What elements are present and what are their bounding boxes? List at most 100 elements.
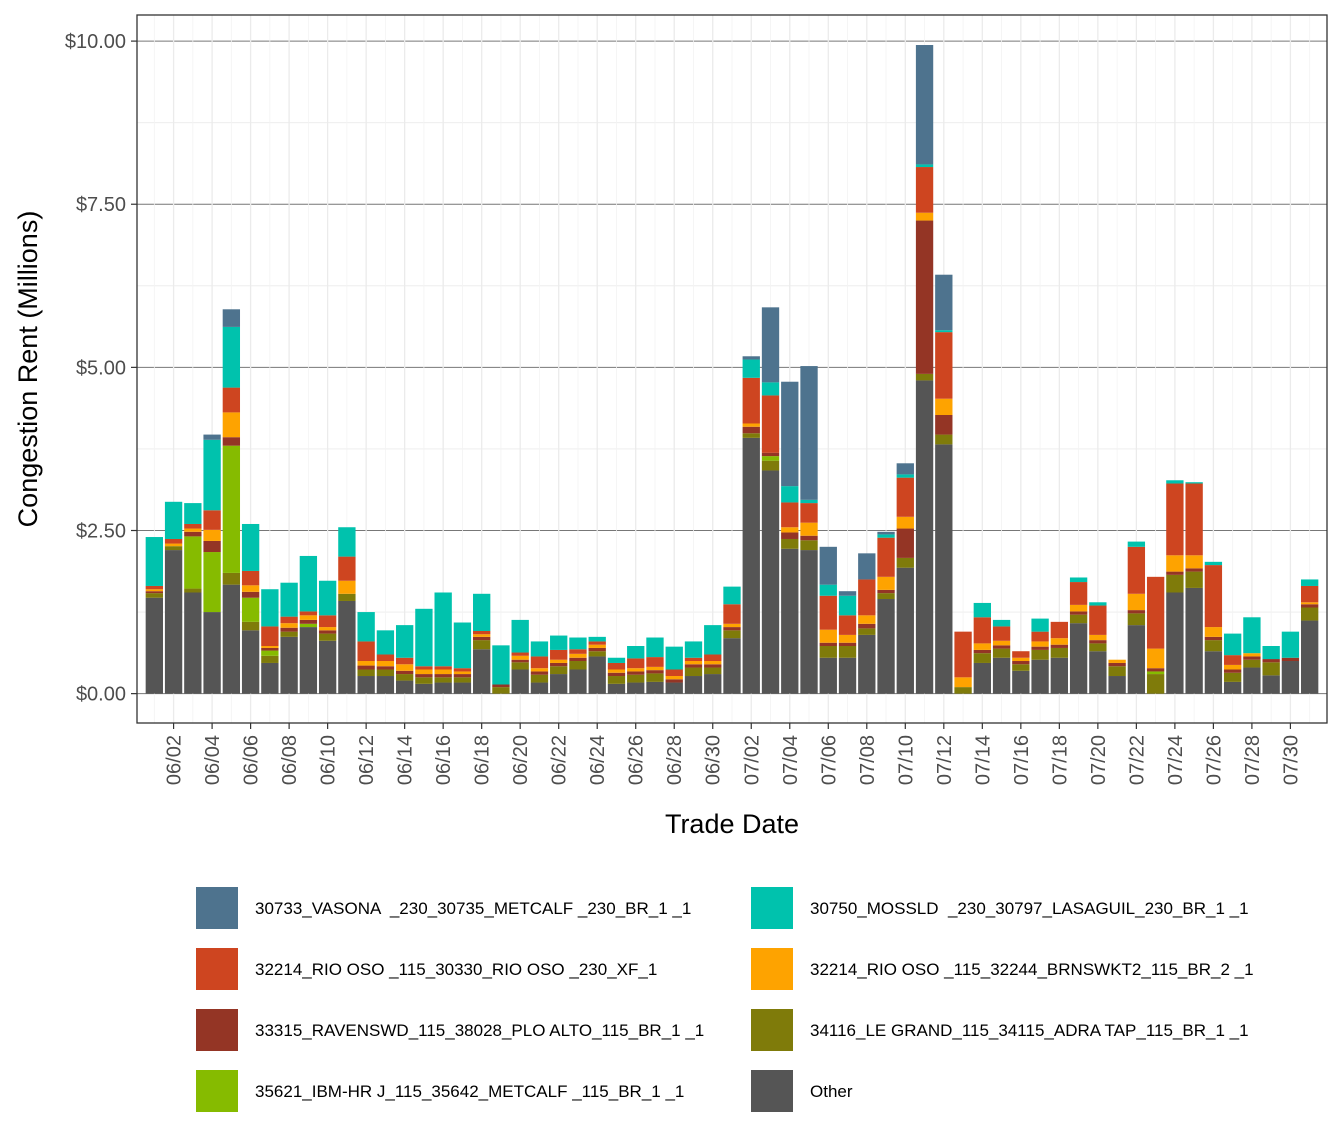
- bar-segment: 06/01 — 34116_LE GRAND_115_34115_ADRA TA…: [145, 593, 163, 598]
- bar-segment: 06/23 — Other: 0.37: [569, 669, 587, 694]
- bar-segment: 06/13 — 32214_RIO OSO _115_30330_RIO OSO…: [376, 654, 395, 662]
- bar-segment: 06/10 — 32214_RIO OSO _115_32244_BRNSWKT…: [318, 627, 337, 631]
- bar-segment: 07/25 — 30750_MOSSLD _230_30797_LASAGUIL…: [1185, 482, 1203, 484]
- legend-label: 34116_LE GRAND_115_34115_ADRA TAP_115_BR…: [810, 1021, 1249, 1040]
- bar-stack-06-03: 06/03 — Other: 1.5506/03 — 34116_LE GRAN…: [184, 503, 202, 694]
- bar-segment: 06/04 — 35621_IBM-HR J_115_35642_METCALF…: [203, 552, 221, 613]
- bar-segment: 06/26 — 34116_LE GRAND_115_34115_ADRA TA…: [627, 674, 645, 683]
- bar-segment: 06/23 — 33315_RAVENSWD_115_38028_PLO ALT…: [569, 657, 587, 662]
- bar-segment: 06/18 — 33315_RAVENSWD_115_38028_PLO ALT…: [473, 636, 491, 641]
- bar-segment: 07/03 — 34116_LE GRAND_115_34115_ADRA TA…: [761, 460, 780, 471]
- bar-stack-07-20: 07/20 — Other: 0.6507/20 — 34116_LE GRAN…: [1089, 602, 1107, 694]
- bar-segment: 07/11 — Other: 4.8: [915, 380, 934, 694]
- y-axis-title: Congestion Rent (Millions): [13, 211, 43, 528]
- legend-label: 32214_RIO OSO _115_30330_RIO OSO _230_XF…: [255, 960, 657, 979]
- x-tick-label: 07/08: [857, 735, 879, 785]
- bar-segment: 06/07 — Other: 0.47: [261, 662, 279, 694]
- bar-segment: 07/10 — 32214_RIO OSO _115_30330_RIO OSO…: [896, 477, 914, 517]
- bar-segment: 07/28 — 33315_RAVENSWD_115_38028_PLO ALT…: [1243, 656, 1261, 660]
- bar-stack-07-03: 07/03 — Other: 3.4207/03 — 34116_LE GRAN…: [761, 307, 780, 694]
- bar-segment: 07/03 — 32214_RIO OSO _115_30330_RIO OSO…: [761, 395, 780, 453]
- bar-segment: 06/26 — 33315_RAVENSWD_115_38028_PLO ALT…: [627, 671, 645, 675]
- bar-segment: 07/04 — 33315_RAVENSWD_115_38028_PLO ALT…: [781, 532, 799, 539]
- bar-segment: 06/13 — 33315_RAVENSWD_115_38028_PLO ALT…: [376, 666, 395, 670]
- bar-segment: 06/09 — 32214_RIO OSO _115_32244_BRNSWKT…: [299, 615, 318, 620]
- legend-label: 32214_RIO OSO _115_32244_BRNSWKT2_115_BR…: [810, 960, 1254, 979]
- bar-stack-07-07: 07/07 — Other: 0.5507/07 — 34116_LE GRAN…: [838, 591, 857, 694]
- bar-segment: 06/14 — 34116_LE GRAND_115_34115_ADRA TA…: [395, 674, 414, 681]
- y-tick-label: $7.50: [76, 194, 126, 216]
- bar-segment: 07/20 — 32214_RIO OSO _115_32244_BRNSWKT…: [1089, 634, 1107, 641]
- bar-stack-06-19: 06/19 — 34116_LE GRAND_115_34115_ADRA TA…: [492, 645, 510, 694]
- bar-segment: 07/28 — Other: 0.4: [1243, 667, 1261, 694]
- bar-segment: 07/15 — 33315_RAVENSWD_115_38028_PLO ALT…: [992, 645, 1011, 649]
- bar-segment: 07/03 — 30733_VASONA _230_30735_METCALF …: [761, 307, 780, 383]
- bar-segment: 07/24 — 30750_MOSSLD _230_30797_LASAGUIL…: [1166, 480, 1184, 484]
- legend-label: 33315_RAVENSWD_115_38028_PLO ALTO_115_BR…: [255, 1021, 704, 1040]
- bar-segment: 07/07 — 34116_LE GRAND_115_34115_ADRA TA…: [838, 646, 857, 658]
- bar-segment: 06/08 — 32214_RIO OSO _115_30330_RIO OSO…: [280, 616, 298, 624]
- bar-segment: 06/18 — 32214_RIO OSO _115_32244_BRNSWKT…: [473, 634, 491, 637]
- bar-segment: 06/20 — 33315_RAVENSWD_115_38028_PLO ALT…: [511, 659, 529, 663]
- legend: 30733_VASONA _230_30735_METCALF _230_BR_…: [196, 887, 1254, 1112]
- bar-segment: 06/18 — 30750_MOSSLD _230_30797_LASAGUIL…: [473, 593, 491, 631]
- bar-stack-06-07: 06/07 — Other: 0.4706/07 — 34116_LE GRAN…: [261, 589, 279, 694]
- bar-stack-07-25: 07/25 — Other: 1.6207/25 — 34116_LE GRAN…: [1185, 482, 1203, 694]
- bar-segment: 06/04 — 30750_MOSSLD _230_30797_LASAGUIL…: [203, 439, 221, 511]
- bar-segment: 07/18 — Other: 0.55: [1050, 657, 1069, 694]
- bar-segment: 07/15 — 32214_RIO OSO _115_32244_BRNSWKT…: [992, 640, 1011, 646]
- bar-segment: 07/03 — 30750_MOSSLD _230_30797_LASAGUIL…: [761, 382, 780, 396]
- bar-segment: 06/20 — Other: 0.37: [511, 669, 529, 694]
- bar-segment: 06/15 — 32214_RIO OSO _115_30330_RIO OSO…: [415, 666, 433, 670]
- bar-segment: 07/24 — Other: 1.55: [1166, 592, 1184, 694]
- legend-item: 30733_VASONA _230_30735_METCALF _230_BR_…: [196, 887, 691, 929]
- bar-segment: 06/30 — 32214_RIO OSO _115_30330_RIO OSO…: [704, 654, 722, 662]
- bar-segment: 07/08 — Other: 0.9: [858, 634, 876, 694]
- bar-segment: 06/27 — 30750_MOSSLD _230_30797_LASAGUIL…: [646, 637, 664, 658]
- bar-segment: 07/22 — Other: 1.05: [1127, 625, 1146, 694]
- bar-segment: 06/29 — 33315_RAVENSWD_115_38028_PLO ALT…: [684, 664, 703, 668]
- x-tick-label: 07/26: [1203, 735, 1225, 785]
- bar-segment: 06/23 — 32214_RIO OSO _115_32244_BRNSWKT…: [569, 653, 587, 658]
- bar-segment: 07/07 — 30733_VASONA _230_30735_METCALF …: [838, 591, 857, 596]
- bar-segment: 06/23 — 32214_RIO OSO _115_30330_RIO OSO…: [569, 649, 587, 654]
- bar-segment: 07/10 — 30750_MOSSLD _230_30797_LASAGUIL…: [896, 474, 914, 478]
- bar-segment: 06/26 — 32214_RIO OSO _115_30330_RIO OSO…: [627, 658, 645, 669]
- bar-segment: 07/26 — Other: 0.65: [1204, 651, 1223, 694]
- bar-segment: 06/07 — 30750_MOSSLD _230_30797_LASAGUIL…: [261, 589, 279, 627]
- bar-segment: 07/07 — 33315_RAVENSWD_115_38028_PLO ALT…: [838, 642, 857, 647]
- bar-segment: 06/13 — 32214_RIO OSO _115_32244_BRNSWKT…: [376, 661, 395, 667]
- bar-segment: 07/15 — 32214_RIO OSO _115_30330_RIO OSO…: [992, 626, 1011, 641]
- bar-segment: 06/26 — 30750_MOSSLD _230_30797_LASAGUIL…: [627, 646, 645, 659]
- x-tick-label: 06/24: [587, 735, 609, 785]
- bar-segment: 06/15 — 33315_RAVENSWD_115_38028_PLO ALT…: [415, 674, 433, 678]
- bar-segment: 07/03 — Other: 3.42: [761, 470, 780, 694]
- bar-segment: 07/09 — 32214_RIO OSO _115_32244_BRNSWKT…: [877, 576, 895, 590]
- bar-segment: 07/06 — 30733_VASONA _230_30735_METCALF …: [819, 546, 837, 585]
- bar-segment: 06/22 — 32214_RIO OSO _115_30330_RIO OSO…: [550, 649, 568, 660]
- bar-stack-07-05: 07/05 — Other: 2.207/05 — 34116_LE GRAND…: [800, 366, 818, 694]
- bar-segment: 07/01 — 32214_RIO OSO _115_32244_BRNSWKT…: [723, 623, 741, 628]
- bar-segment: 07/20 — 32214_RIO OSO _115_30330_RIO OSO…: [1089, 605, 1107, 635]
- bar-segment: 07/24 — 32214_RIO OSO _115_32244_BRNSWKT…: [1166, 555, 1184, 572]
- legend-swatch: [751, 887, 793, 929]
- bar-segment: 06/25 — 34116_LE GRAND_115_34115_ADRA TA…: [607, 676, 626, 684]
- bar-segment: 07/30 — Other: 0.5: [1281, 661, 1300, 694]
- bar-segment: 06/06 — 30750_MOSSLD _230_30797_LASAGUIL…: [241, 523, 260, 571]
- bar-segment: 06/16 — 32214_RIO OSO _115_32244_BRNSWKT…: [434, 669, 452, 675]
- bar-segment: 07/14 — 32214_RIO OSO _115_30330_RIO OSO…: [973, 617, 991, 644]
- bar-segment: 06/21 — 32214_RIO OSO _115_30330_RIO OSO…: [530, 656, 549, 669]
- bar-segment: 07/24 — 33315_RAVENSWD_115_38028_PLO ALT…: [1166, 571, 1184, 575]
- bar-segment: 06/22 — 34116_LE GRAND_115_34115_ADRA TA…: [550, 666, 568, 675]
- bar-segment: 06/05 — 30733_VASONA _230_30735_METCALF …: [222, 309, 241, 327]
- bar-segment: 07/22 — 33315_RAVENSWD_115_38028_PLO ALT…: [1127, 610, 1146, 614]
- bar-segment: 06/21 — 34116_LE GRAND_115_34115_ADRA TA…: [530, 674, 549, 683]
- bar-segment: 06/27 — 34116_LE GRAND_115_34115_ADRA TA…: [646, 673, 664, 682]
- bar-segment: 07/13 — 32214_RIO OSO _115_32244_BRNSWKT…: [954, 677, 972, 688]
- bar-segment: 07/06 — 32214_RIO OSO _115_30330_RIO OSO…: [819, 595, 837, 630]
- bar-segment: 06/26 — Other: 0.17: [627, 682, 645, 694]
